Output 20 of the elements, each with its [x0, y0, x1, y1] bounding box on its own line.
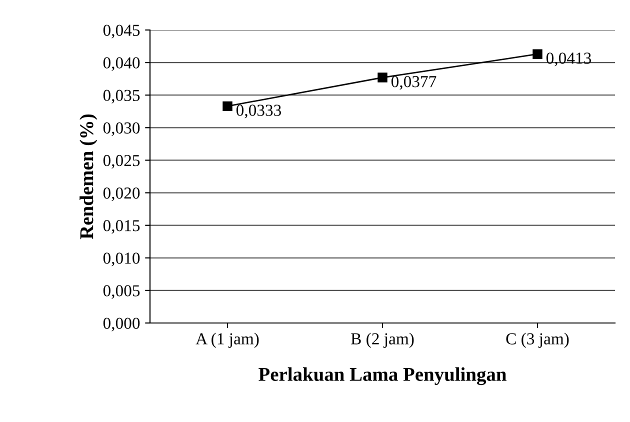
- x-tick-label: C (3 jam): [506, 332, 569, 348]
- y-tick-label: 0,025: [103, 154, 140, 169]
- y-tick-label: 0,010: [103, 252, 140, 266]
- y-tick-label: 0,035: [103, 90, 140, 104]
- point: [532, 49, 542, 59]
- y-tick-label: 0,020: [103, 187, 140, 202]
- y-axis-title: Rendemen (%): [80, 114, 98, 240]
- y-tick-label: 0,005: [103, 285, 140, 299]
- y-tick-label: 0,045: [103, 24, 140, 38]
- data-label: 0,0333: [236, 104, 282, 118]
- data-label: 0,0377: [391, 76, 436, 90]
- x-tick-label: A (1 jam): [196, 332, 259, 348]
- y-tick-label: 0,015: [103, 220, 140, 234]
- x-tick-label: B (2 jam): [351, 332, 414, 348]
- y-tick-label: 0,030: [103, 122, 140, 136]
- point: [222, 101, 232, 112]
- y-tick-label: 0,040: [103, 57, 140, 71]
- y-tick-label: 0,000: [103, 318, 140, 332]
- x-axis-title: Perlakuan Lama Penyulingan: [258, 367, 506, 386]
- point: [378, 72, 388, 82]
